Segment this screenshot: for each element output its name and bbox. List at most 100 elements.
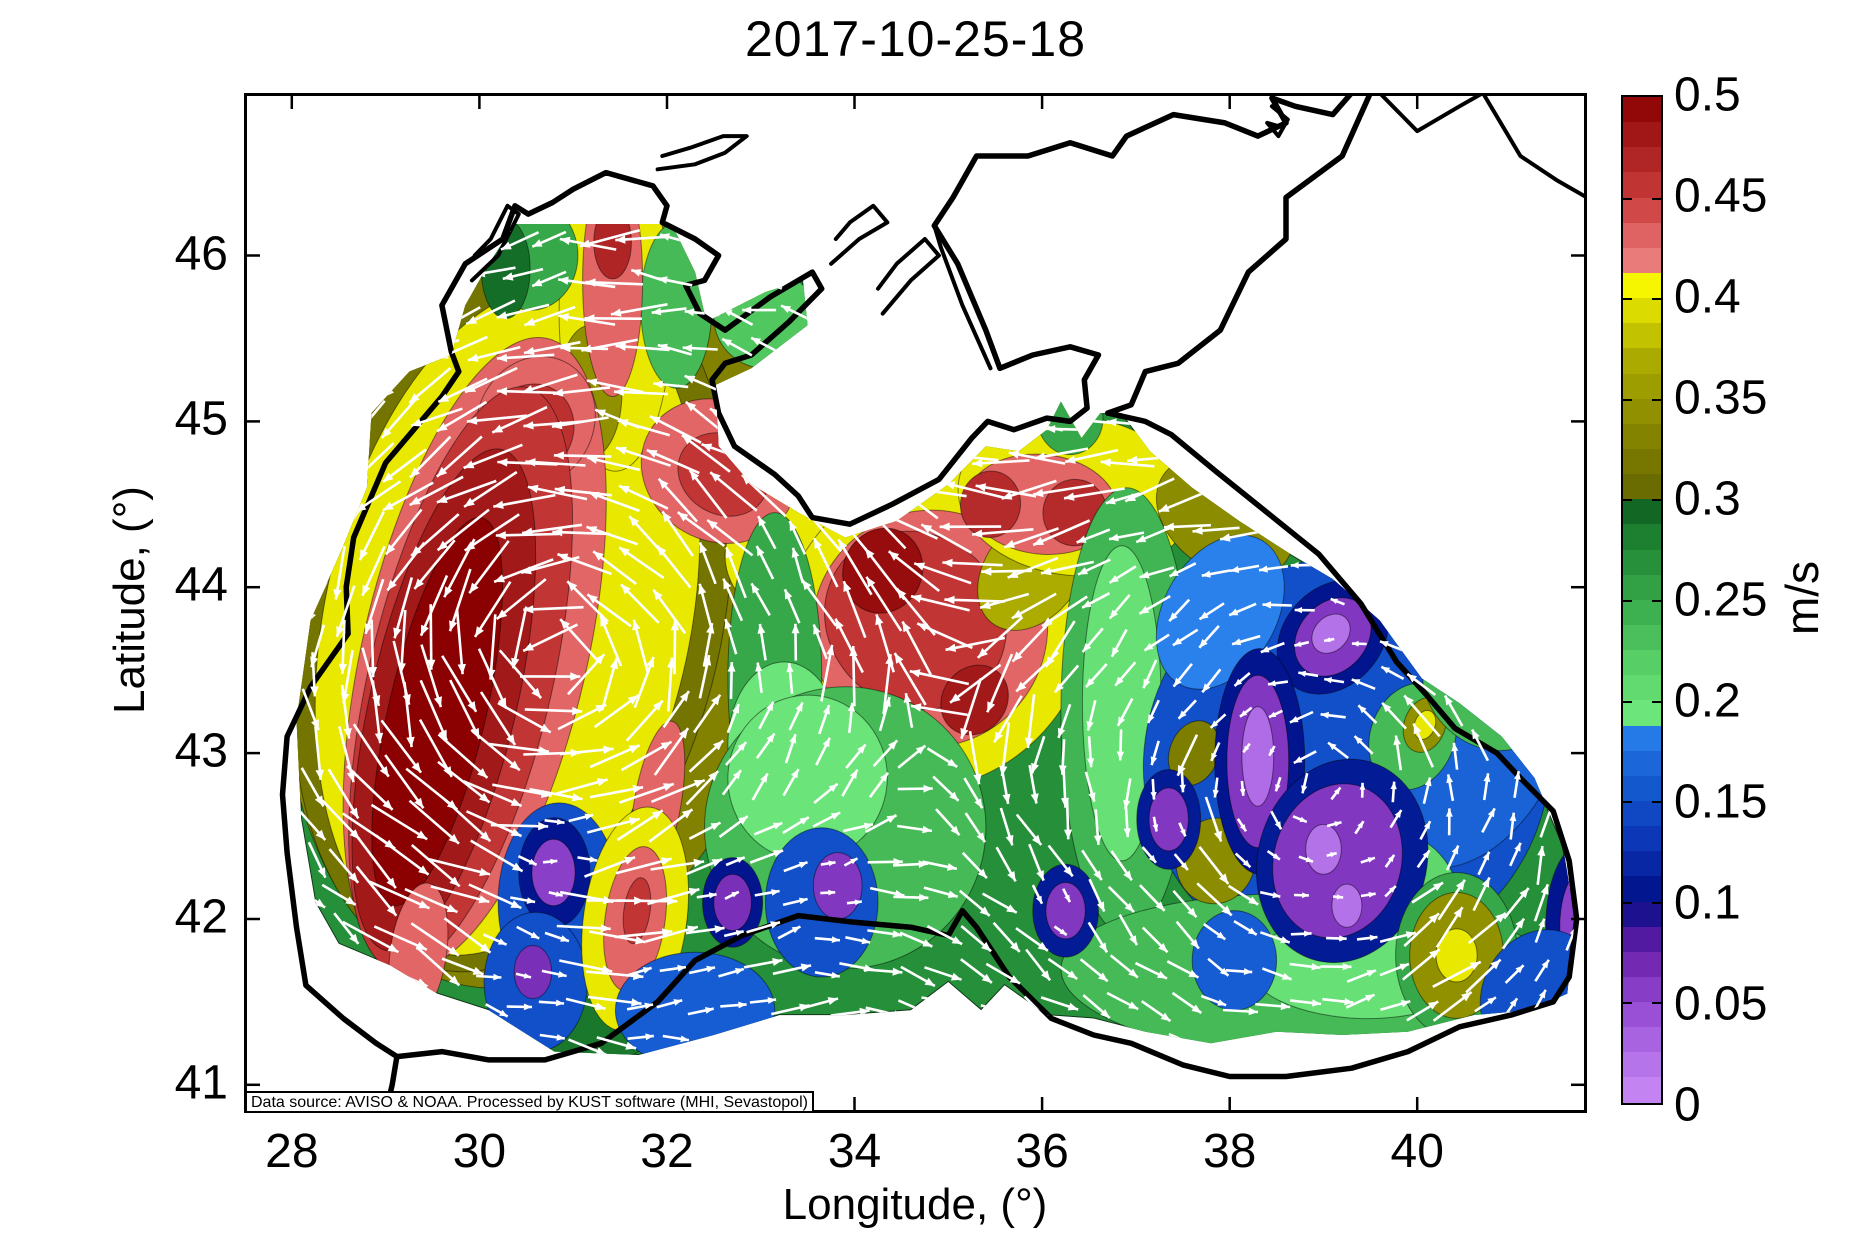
colorbar-band (1623, 725, 1661, 751)
colorbar-band (1623, 675, 1661, 701)
contour-region-green-e-of-tongue (640, 224, 713, 389)
contour-region-sc-purple-4 (713, 873, 752, 932)
contour-region-e-navy-p5 (1471, 521, 1570, 620)
contour-region-s-red-dot (622, 877, 652, 945)
colorbar-band (1623, 474, 1661, 500)
y-tick-label-43: 43 (174, 724, 228, 778)
colorbar-tick-label-0.2: 0.2 (1674, 674, 1741, 728)
x-tick-label-38: 38 (1202, 1125, 1257, 1178)
colorbar-tick-mark (1652, 298, 1661, 301)
colorbar-unit-label: m/s (1776, 560, 1828, 636)
colorbar-tick-mark (1623, 801, 1632, 804)
colorbar-tick-label-0.1: 0.1 (1674, 876, 1741, 930)
colorbar-tick-mark (1652, 901, 1661, 904)
y-tick-label-41: 41 (174, 1056, 228, 1110)
y-tick-label-42: 42 (174, 890, 228, 944)
contour-region-sc-purple-3 (812, 852, 863, 920)
y-tick-label-46: 46 (174, 226, 228, 280)
black-sea-contour-map (244, 93, 1587, 1113)
colorbar-band (1623, 926, 1661, 952)
colorbar-band (1623, 122, 1661, 148)
contour-region-e-violet-p3a (1305, 823, 1342, 875)
colorbar-band (1623, 222, 1661, 248)
colorbar-band (1623, 851, 1661, 877)
page-title: 2017-10-25-18 (744, 11, 1087, 67)
colorbar-band (1623, 499, 1661, 525)
colorbar-band (1623, 423, 1661, 449)
colorbar-band (1623, 247, 1661, 273)
colorbar-band (1623, 298, 1661, 324)
colorbar-tick-label-0.5: 0.5 (1674, 68, 1741, 122)
colorbar-tick-mark (1652, 700, 1661, 703)
colorbar-band (1623, 1052, 1661, 1078)
colorbar-band (1623, 549, 1661, 575)
colorbar-band (1623, 775, 1661, 801)
contour-region-sc-blue-bottom (614, 951, 776, 1055)
coastline-layer (279, 93, 1587, 1113)
colorbar-band (1623, 800, 1661, 827)
y-axis-label: Latitude, (°) (105, 486, 154, 714)
colorbar-tick-label-0.05: 0.05 (1674, 977, 1768, 1031)
colorbar-tick-mark (1652, 600, 1661, 602)
colorbar-band (1623, 398, 1661, 424)
colorbar-tick-mark (1623, 600, 1632, 602)
colorbar-band (1623, 951, 1661, 977)
colorbar-band (1623, 1077, 1661, 1103)
contour-region-e-purple-p5 (1489, 539, 1552, 602)
colorbar-tick-mark (1623, 197, 1632, 200)
colorbar-band (1623, 524, 1661, 550)
contour-region-nw-pink-tongue (582, 224, 644, 397)
colorbar-tick-mark (1623, 499, 1632, 502)
colorbar-band (1623, 348, 1661, 374)
colorbar-tick-mark (1652, 398, 1661, 401)
colorbar-tick-mark (1652, 499, 1661, 502)
x-tick-label-34: 34 (827, 1125, 882, 1178)
contour-region-e-violet-p2 (1241, 706, 1275, 807)
colorbar-band (1623, 574, 1661, 600)
colorbar-band (1623, 750, 1661, 776)
colorbar-tick-label-0.15: 0.15 (1674, 775, 1768, 829)
colorbar-tick-label-0: 0 (1674, 1078, 1701, 1132)
colorbar-band (1623, 97, 1661, 123)
axes-frame-layer (244, 93, 1587, 1113)
x-tick-label-40: 40 (1390, 1125, 1444, 1178)
colorbar-tick-label-0.35: 0.35 (1674, 371, 1768, 425)
colorbar-tick-mark (1623, 1002, 1632, 1005)
x-tick-label-28: 28 (265, 1125, 319, 1178)
colorbar-band (1623, 901, 1661, 927)
colorbar-band (1623, 172, 1661, 198)
colorbar-band (1623, 650, 1661, 676)
colorbar (1621, 95, 1663, 1105)
data-source-note: Data source: AVISO & NOAA. Processed by … (245, 1091, 814, 1113)
x-tick-label-32: 32 (640, 1125, 694, 1178)
contour-region-e-purple-p4 (1148, 787, 1189, 852)
contour-region-w-darkred-core (371, 516, 504, 907)
colorbar-tick-label-0.4: 0.4 (1674, 270, 1741, 324)
y-tick-label-44: 44 (174, 558, 228, 612)
colorbar-tick-mark (1652, 1002, 1661, 1005)
colorbar-band (1623, 624, 1661, 651)
colorbar-band (1623, 826, 1661, 852)
contour-region-sc-purple-1 (531, 838, 576, 907)
map-plot-area (244, 93, 1587, 1113)
colorbar-tick-mark (1652, 801, 1661, 804)
colorbar-tick-mark (1623, 700, 1632, 703)
x-tick-label-36: 36 (1015, 1125, 1069, 1178)
y-tick-label-45: 45 (174, 392, 228, 446)
colorbar-tick-label-0.3: 0.3 (1674, 472, 1741, 526)
colorbar-tick-mark (1623, 901, 1632, 904)
colorbar-band (1623, 599, 1661, 625)
colorbar-band (1623, 272, 1661, 299)
colorbar-tick-mark (1623, 298, 1632, 301)
colorbar-band (1623, 323, 1661, 349)
colorbar-tick-mark (1652, 197, 1661, 200)
colorbar-band (1623, 197, 1661, 223)
contour-region-ne-red-1 (959, 470, 1022, 538)
contour-region-e-purple-p7 (1045, 882, 1086, 940)
colorbar-band (1623, 976, 1661, 1003)
x-axis-label: Longitude, (°) (782, 1180, 1048, 1229)
x-tick-label-30: 30 (452, 1125, 507, 1178)
colorbar-band (1623, 147, 1661, 173)
colorbar-band (1623, 1027, 1661, 1053)
